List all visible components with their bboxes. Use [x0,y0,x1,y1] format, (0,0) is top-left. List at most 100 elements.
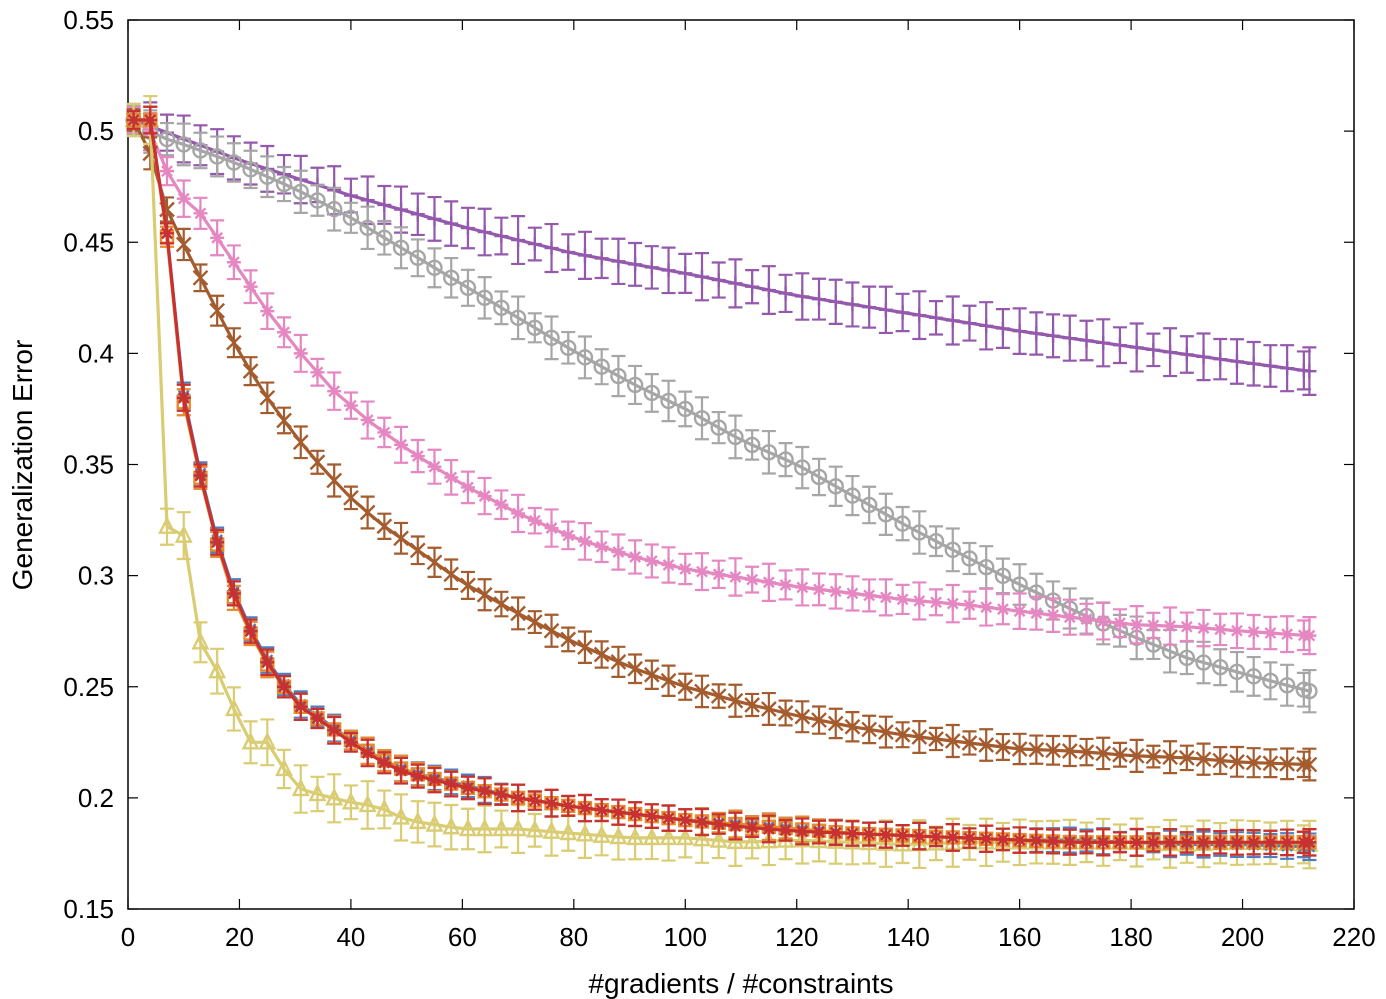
marker-brown [1229,754,1245,770]
marker-brown [794,708,811,725]
marker-red [728,819,743,834]
marker-gray [1278,677,1296,694]
marker-brown [911,729,928,745]
marker-red [711,817,726,832]
marker-yellow [642,827,661,846]
marker-brown [393,530,409,547]
marker-yellow [810,830,828,849]
marker-brown [1112,746,1128,763]
marker-red [1179,835,1194,850]
marker-red [427,773,442,788]
line-gray [132,118,1310,693]
marker-red [912,829,927,844]
y-tick-label: 0.15 [63,894,114,924]
marker-gray [275,175,293,193]
marker-brown [995,739,1011,755]
marker-pink [160,164,175,179]
marker-pink [1062,610,1077,625]
marker-yellow [592,824,611,843]
x-tick-label: 0 [121,922,135,952]
marker-gray [292,183,309,200]
marker-purple [711,273,726,288]
marker-pink [1096,614,1111,629]
marker-brown [1128,748,1145,764]
marker-gray [392,239,410,257]
marker-pink [561,528,576,543]
marker-yellow [158,516,176,534]
marker-red [527,793,542,808]
marker-brown [660,672,677,689]
marker-brown [978,737,995,753]
marker-red [661,811,676,826]
marker-gray [1195,654,1212,671]
marker-pink [1163,619,1178,634]
marker-gray [376,229,393,247]
y-axis-title: Generalization Error [7,340,38,591]
marker-red [761,821,776,836]
marker-purple [929,310,944,325]
marker-gray [208,148,226,165]
y-tick-label: 0.45 [63,227,114,257]
marker-brown [777,705,794,721]
marker-gray [944,541,961,559]
marker-red [1012,833,1027,848]
marker-yellow [743,831,762,850]
marker-pink [477,489,492,504]
marker-purple [644,260,659,275]
marker-yellow [893,833,912,852]
marker-purple [962,316,977,331]
marker-brown [376,518,393,535]
marker-gray [610,367,627,385]
marker-red [1263,835,1278,850]
marker-yellow [224,698,243,717]
marker-gray [543,329,560,347]
marker-purple [460,221,475,236]
marker-red [143,113,158,128]
series-red [126,105,1317,857]
marker-purple [694,269,709,284]
marker-brown [460,577,476,594]
marker-gray [626,376,644,394]
y-tick-label: 0.55 [63,5,114,35]
marker-purple [1146,342,1161,357]
marker-brown [226,334,242,351]
marker-yellow [392,806,411,825]
marker-red [895,828,910,843]
marker-gray [978,558,995,576]
marker-gray [1212,658,1229,676]
marker-yellow [726,831,745,850]
marker-purple [945,313,960,328]
y-tick-label: 0.4 [78,338,114,368]
marker-pink [243,279,258,294]
marker-pink [226,255,241,270]
marker-pink [1079,612,1094,627]
marker-pink [293,346,308,361]
marker-red [694,815,709,830]
marker-brown [761,701,777,717]
marker-red [1146,835,1161,850]
marker-red [561,798,576,813]
marker-pink [527,513,542,528]
marker-gray [794,459,811,476]
marker-red [611,805,626,820]
marker-yellow [559,822,578,841]
marker-gray [593,358,610,375]
marker-yellow [626,827,645,846]
marker-yellow [375,798,394,817]
marker-pink [343,398,358,413]
marker-purple [360,193,375,208]
x-axis-title: #gradients / #constraints [588,968,893,999]
marker-brown [1095,745,1112,762]
marker-pink [878,590,893,605]
marker-purple [895,305,910,320]
marker-pink [176,191,191,206]
marker-purple [1096,335,1111,350]
marker-purple [1129,340,1144,355]
marker-yellow [191,631,210,650]
marker-red [878,827,893,842]
marker-brown [961,735,978,751]
marker-red [343,735,358,750]
marker-gray [192,142,209,159]
marker-purple [1263,358,1278,373]
marker-purple [444,216,459,231]
